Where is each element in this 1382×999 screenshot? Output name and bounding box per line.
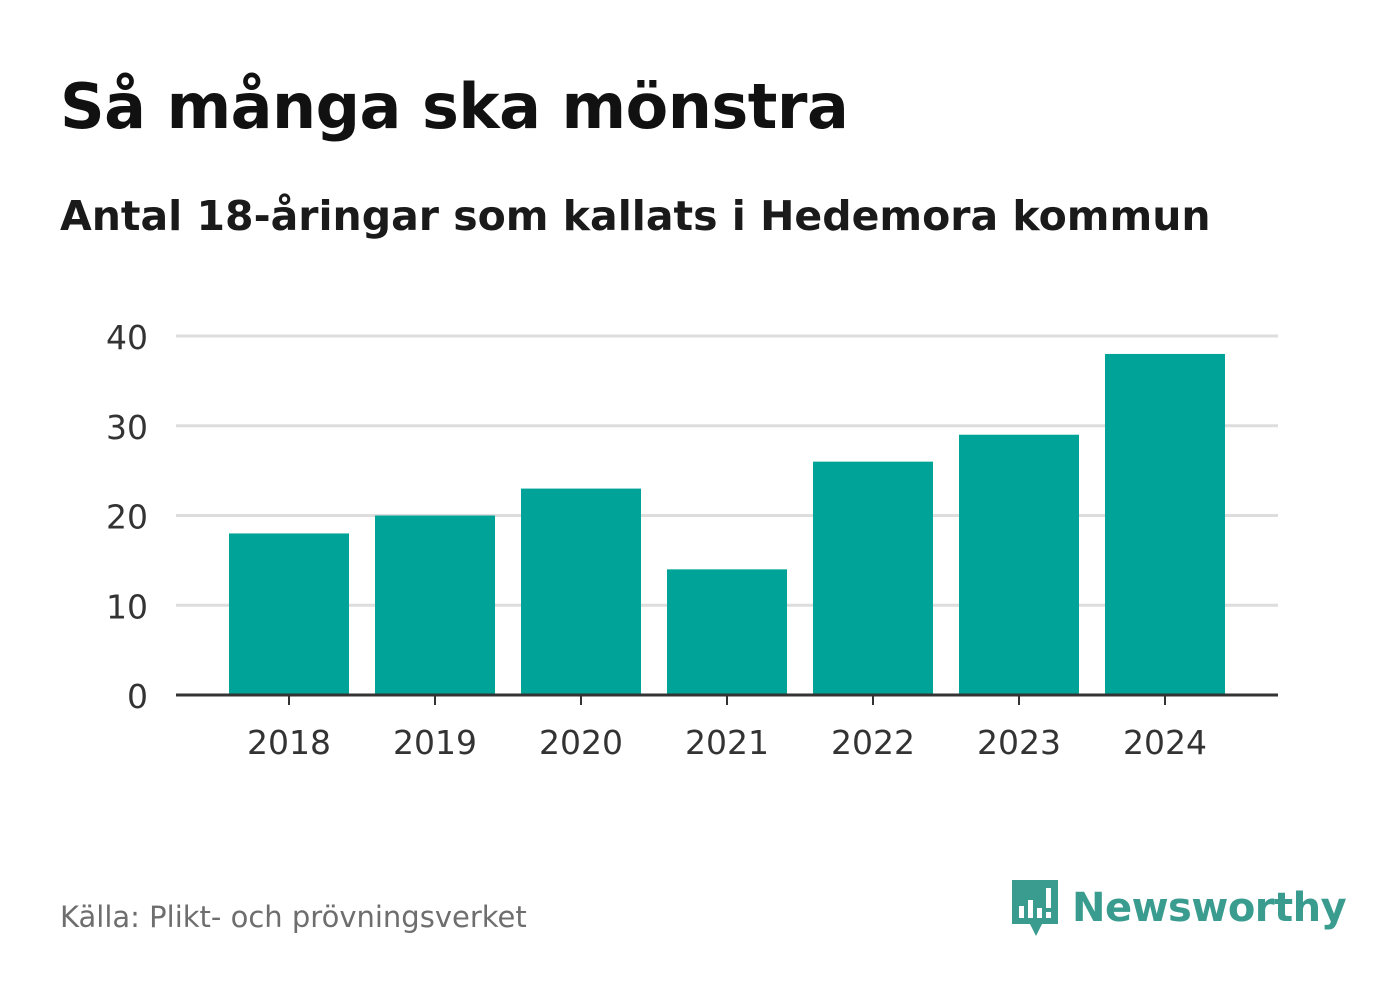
- chart-subtitle: Antal 18-åringar som kallats i Hedemora …: [60, 192, 1211, 240]
- bar-2018: [229, 533, 349, 695]
- y-tick-label: 30: [106, 408, 148, 447]
- bar-chart: 0 10 20 30 40 2018 2019 2020 2021 2022 2023 2024: [106, 318, 1278, 762]
- y-tick-label: 0: [127, 677, 148, 716]
- bar-2022: [813, 461, 933, 695]
- y-tick-label: 40: [106, 318, 148, 357]
- brand-name: Newsworthy: [1072, 885, 1347, 931]
- brand-logo: Newsworthy: [1010, 878, 1347, 938]
- chart-title: Så många ska mönstra: [60, 70, 849, 143]
- bar-2021: [667, 569, 787, 695]
- bar-2024: [1105, 353, 1225, 695]
- x-tick-label: 2019: [393, 723, 477, 762]
- bar-2023: [959, 434, 1079, 695]
- x-tick-label: 2020: [539, 723, 623, 762]
- source-note: Källa: Plikt- och prövningsverket: [60, 900, 527, 934]
- x-tick-label: 2021: [685, 723, 769, 762]
- y-tick-label: 10: [106, 587, 148, 626]
- newsworthy-logo-icon: [1012, 880, 1058, 936]
- bar-2019: [375, 515, 495, 695]
- y-tick-label: 20: [106, 498, 148, 537]
- x-tick-label: 2022: [831, 723, 915, 762]
- bar-2020: [521, 488, 641, 695]
- x-tick-label: 2023: [977, 723, 1061, 762]
- x-tick-label: 2018: [247, 723, 331, 762]
- x-tick-label: 2024: [1123, 723, 1207, 762]
